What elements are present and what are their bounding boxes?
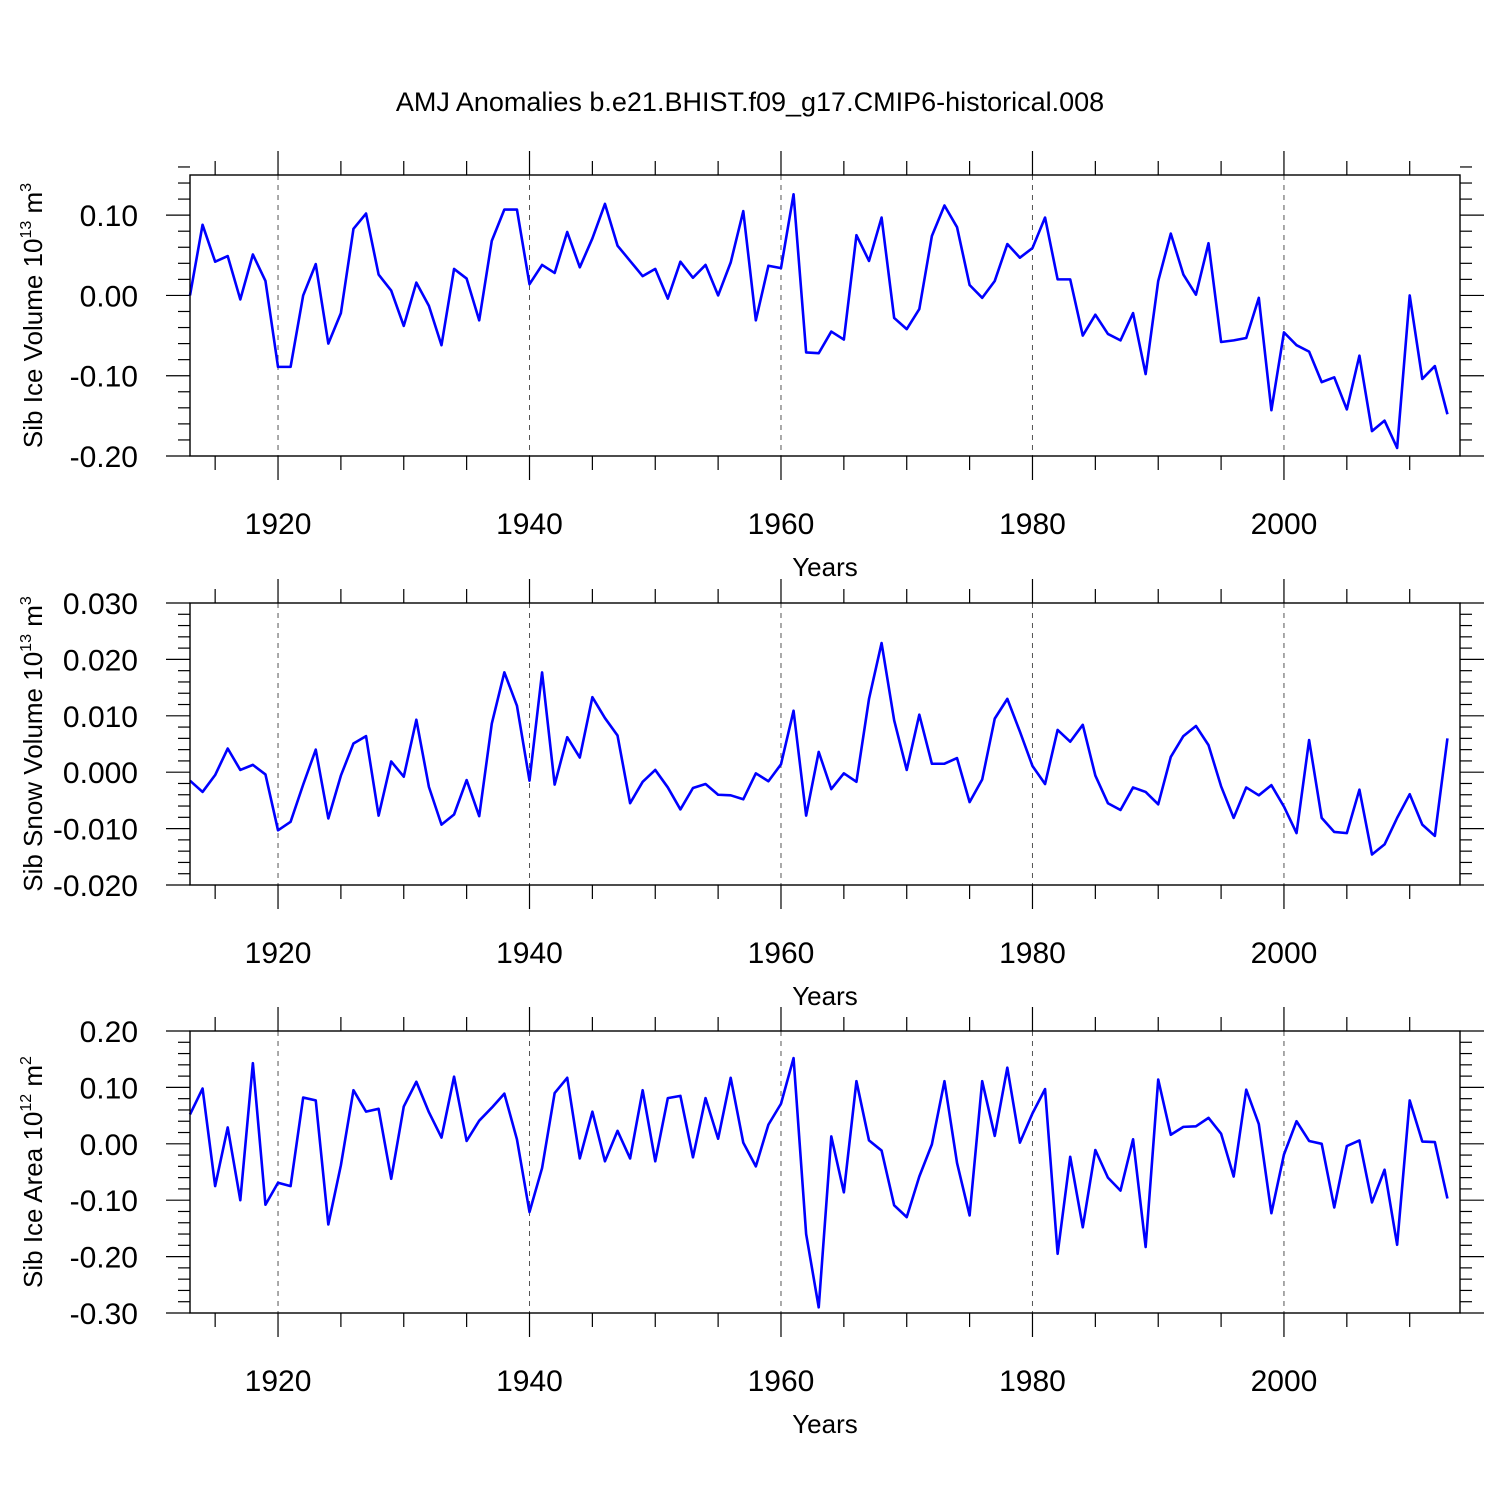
y-tick-label: -0.010 — [53, 814, 138, 847]
x-axis-label: Years — [792, 1409, 858, 1439]
x-tick-label: 1920 — [245, 1365, 312, 1398]
x-axis-label: Years — [792, 981, 858, 1011]
x-tick-label: 1920 — [245, 937, 312, 970]
x-tick-label: 2000 — [1251, 508, 1318, 541]
chart-title: AMJ Anomalies b.e21.BHIST.f09_g17.CMIP6-… — [396, 87, 1104, 117]
y-axis-label: Sib Snow Volume 1013 m3 — [18, 596, 48, 892]
x-tick-label: 1980 — [999, 937, 1066, 970]
y-tick-label: -0.020 — [53, 870, 138, 903]
y-axis-label: Sib Ice Area 1012 m2 — [18, 1056, 48, 1288]
x-tick-label: 1960 — [748, 1365, 815, 1398]
x-tick-label: 1960 — [748, 937, 815, 970]
x-tick-label: 1980 — [999, 508, 1066, 541]
x-tick-label: 2000 — [1251, 937, 1318, 970]
x-tick-label: 1920 — [245, 508, 312, 541]
x-tick-label: 1940 — [496, 508, 563, 541]
y-tick-label: 0.010 — [63, 701, 138, 734]
y-tick-label: -0.10 — [70, 361, 138, 394]
x-tick-label: 1960 — [748, 508, 815, 541]
y-tick-label: 0.20 — [80, 1016, 138, 1049]
plot-frame — [189, 174, 1461, 457]
y-tick-label: 0.030 — [63, 588, 138, 621]
x-tick-label: 1980 — [999, 1365, 1066, 1398]
y-tick-label: -0.20 — [70, 441, 138, 474]
x-axis-label: Years — [792, 552, 858, 582]
plot-frame — [189, 602, 1461, 886]
y-tick-label: 0.00 — [80, 280, 138, 313]
y-tick-label: -0.10 — [70, 1185, 138, 1218]
y-tick-label: -0.30 — [70, 1298, 138, 1331]
y-tick-label: -0.20 — [70, 1242, 138, 1275]
chart-panel-3: -0.30 -0.20 -0.10 0.00 0.10 0.20 1920 1940 1960 1… — [18, 1007, 1484, 1439]
y-tick-label: 0.000 — [63, 757, 138, 790]
chart-panel-1: -0.20 -0.10 0.00 0.10 1920 1940 1960 1980 2000 Ye… — [18, 151, 1484, 582]
y-axis-label: Sib Ice Volume 1013 m3 — [18, 183, 48, 448]
y-tick-label: 0.00 — [80, 1129, 138, 1162]
plot-frame — [189, 1030, 1461, 1314]
y-tick-label: 0.10 — [80, 200, 138, 233]
x-tick-label: 1940 — [496, 1365, 563, 1398]
data-series-line — [189, 641, 1449, 856]
x-tick-label: 1940 — [496, 937, 563, 970]
data-series-line — [188, 192, 1449, 450]
chart-panel-2: -0.020 -0.010 0.000 0.010 0.020 0.030 1920 1940… — [18, 579, 1484, 1011]
data-series-line — [188, 1056, 1449, 1309]
y-tick-label: 0.10 — [80, 1072, 138, 1105]
y-tick-label: 0.020 — [63, 644, 138, 677]
x-tick-label: 2000 — [1251, 1365, 1318, 1398]
